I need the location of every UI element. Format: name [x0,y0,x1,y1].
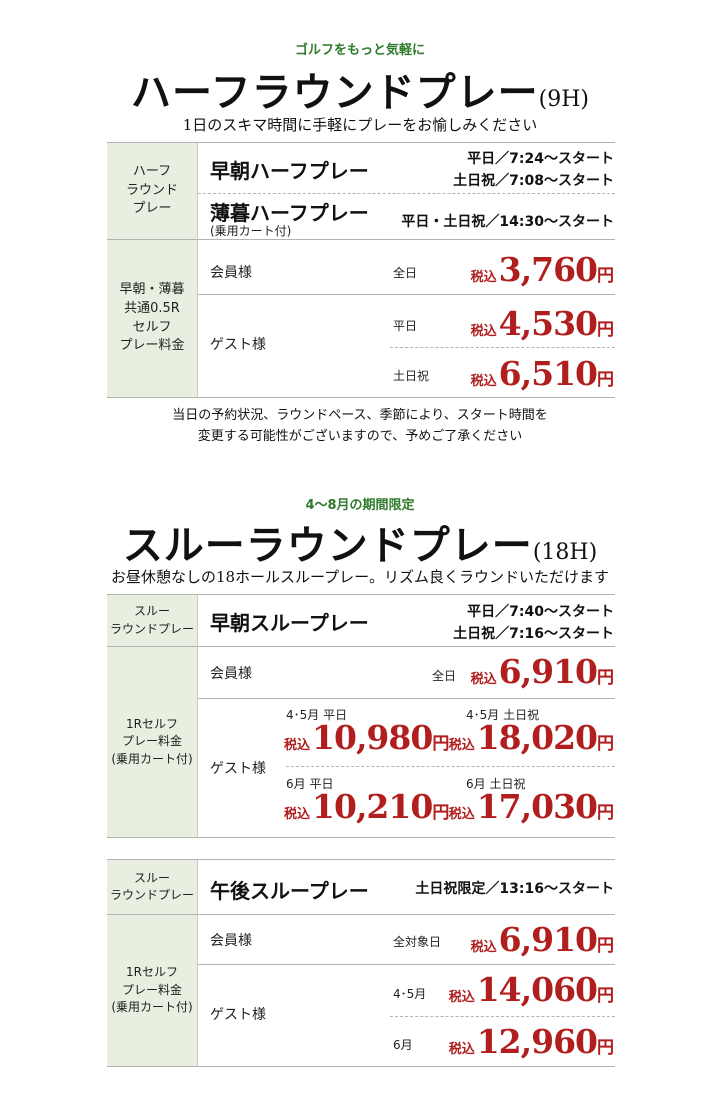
through-morning-guest-p2-price: 税込18,020円 [448,718,614,757]
through-morning-label-top: スルー ラウンドプレー [107,595,197,646]
half-plan2-name: 薄暮ハーフプレー [210,201,369,225]
through-afternoon-guest-p1-price: 税込14,060円 [448,970,614,1009]
through-morning-member-day: 全日 [432,669,457,683]
half-title: ハーフラウンドプレー(9H) [131,69,589,116]
through-holes: (18H) [532,540,598,565]
through-afternoon-label-top: スルー ラウンドプレー [107,860,197,914]
through-morning-guest-p1-day: 4･5月 平日 [286,708,348,722]
half-plan1-time2: 土日祝／7:08〜スタート [453,173,614,189]
through-morning-member-price: 税込6,910円 [470,652,614,691]
through-afternoon-member-day: 全対象日 [393,935,442,949]
through-morning-time1: 平日／7:40〜スタート [467,604,614,620]
through-morning-guest-p2-day: 4･5月 土日祝 [466,708,540,722]
half-guest-weekday-day: 平日 [393,319,418,333]
through-morning-time2: 土日祝／7:16〜スタート [453,626,614,642]
half-notice-line2: 変更する可能性がございますので、予めご了承ください [197,429,523,444]
through-morning-guest-p1-price: 税込10,980円 [284,718,450,757]
half-member-price: 税込3,760円 [470,250,614,289]
half-guest-label: ゲスト様 [210,337,266,353]
through-tagline: 4〜8月の期間限定 [305,498,415,513]
through-afternoon-member-price: 税込6,910円 [470,920,614,959]
through-morning-member-label: 会員様 [210,666,252,682]
half-label-fee: 早朝・薄暮 共通0.5R セルフ プレー料金 [107,240,197,397]
through-morning-guest-p4-price: 税込17,030円 [448,787,614,826]
half-member-label: 会員様 [210,265,252,281]
half-member-day: 全日 [393,266,418,280]
through-subtitle: お昼休憩なしの18ホールスループレー。リズム良くラウンドいただけます [110,568,610,586]
through-afternoon-guest-p2-price: 税込12,960円 [448,1022,614,1061]
half-plan2-time: 平日・土日祝／14:30〜スタート [401,214,614,230]
half-plan1-name: 早朝ハーフプレー [210,159,369,183]
half-tagline: ゴルフをもっと気軽に [294,43,425,58]
through-afternoon-time: 土日祝限定／13:16〜スタート [415,881,614,897]
through-morning-name: 早朝スループレー [210,611,369,635]
half-plan2-note: (乗用カート付) [210,224,292,238]
half-notice-line1: 当日の予約状況、ラウンドペース、季節により、スタート時間を [172,408,548,423]
half-label-top: ハーフ ラウンド プレー [107,143,197,239]
through-afternoon-guest-p1-day: 4･5月 [393,987,427,1001]
through-morning-guest-p3-day: 6月 平日 [286,777,334,791]
half-subtitle: 1日のスキマ時間に手軽にプレーをお愉しみください [182,116,538,134]
through-afternoon-name: 午後スループレー [210,879,369,903]
half-guest-weekday-price: 税込4,530円 [470,304,614,343]
half-holes: (9H) [538,87,589,112]
through-afternoon-label-fee: 1Rセルフ プレー料金 (乗用カート付) [107,915,197,1066]
half-guest-holiday-day: 土日祝 [393,369,430,383]
through-afternoon-guest-label: ゲスト様 [210,1007,266,1023]
through-afternoon-guest-p2-day: 6月 [393,1038,413,1052]
through-afternoon-member-label: 会員様 [210,933,252,949]
through-title: スルーラウンドプレー(18H) [122,522,598,569]
through-morning-guest-label: ゲスト様 [210,761,266,777]
half-plan1-time1: 平日／7:24〜スタート [467,151,614,167]
through-morning-guest-p4-day: 6月 土日祝 [466,777,526,791]
half-guest-holiday-price: 税込6,510円 [470,354,614,393]
through-morning-label-fee: 1Rセルフ プレー料金 (乗用カート付) [107,647,197,837]
through-morning-guest-p3-price: 税込10,210円 [284,787,450,826]
